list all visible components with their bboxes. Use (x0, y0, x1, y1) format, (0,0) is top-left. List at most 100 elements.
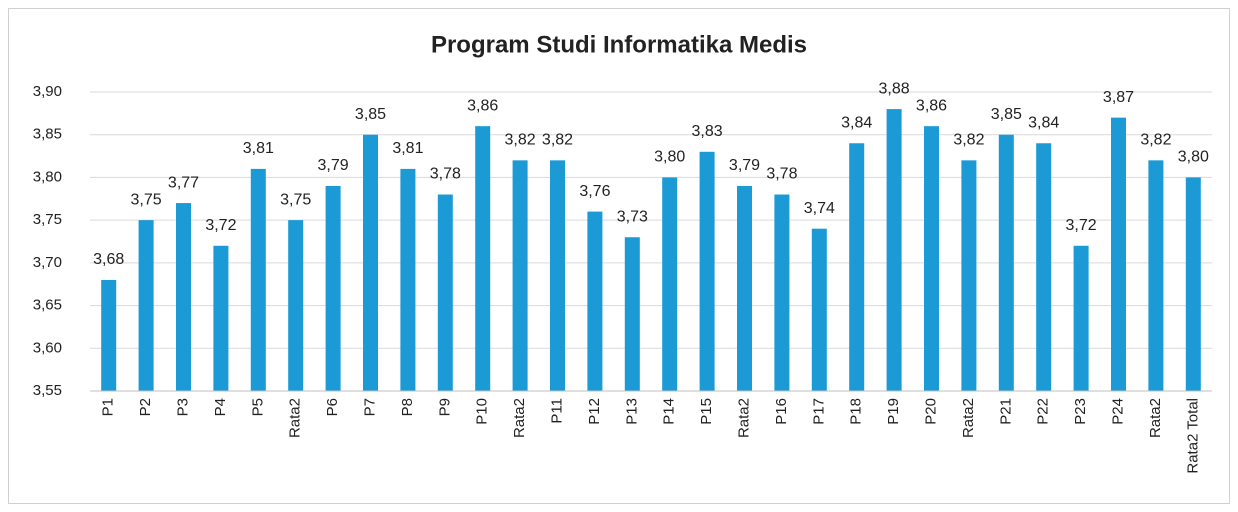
x-tick-label: P17 (810, 398, 827, 425)
x-tick-label: P21 (997, 398, 1014, 425)
x-tick-label: P16 (773, 398, 790, 425)
bar (250, 168, 266, 391)
y-tick-label: 3,65 (33, 297, 62, 314)
bar (811, 228, 827, 391)
bar (213, 245, 229, 391)
data-label: 3,79 (318, 157, 349, 174)
bar (1036, 143, 1052, 391)
data-label: 3,75 (280, 191, 311, 208)
x-tick-label: P7 (361, 398, 378, 416)
data-label: 3,86 (467, 97, 498, 114)
data-label: 3,77 (168, 174, 199, 191)
data-label: 3,80 (1178, 149, 1209, 166)
x-tick-label: Rata2 (960, 398, 977, 438)
x-tick-label: P1 (100, 398, 117, 416)
bar (699, 151, 715, 391)
x-tick-label: Rata2 Total (1184, 398, 1201, 474)
y-tick-label: 3,85 (33, 126, 62, 143)
bar (1111, 117, 1126, 391)
data-label: 3,73 (617, 208, 648, 225)
bar (176, 203, 191, 391)
data-label: 3,82 (1140, 132, 1171, 149)
data-label: 3,76 (579, 183, 610, 200)
x-tick-label: Rata2 (1147, 398, 1164, 438)
x-tick-label: P11 (548, 398, 565, 424)
data-label: 3,83 (692, 123, 723, 140)
data-label: 3,78 (766, 166, 797, 183)
y-tick-label: 3,75 (33, 211, 62, 228)
data-label: 3,79 (729, 157, 760, 174)
bar (998, 134, 1014, 391)
data-label: 3,85 (991, 106, 1022, 123)
x-tick-label: Rata2 (735, 398, 752, 438)
bar (924, 126, 939, 392)
y-tick-label: 3,60 (33, 339, 62, 356)
data-label: 3,81 (392, 140, 423, 157)
y-tick-label: 3,55 (33, 382, 62, 399)
bar (961, 160, 977, 391)
bar (849, 143, 865, 391)
bar (624, 237, 640, 391)
x-tick-label: P20 (922, 398, 939, 425)
bar (1148, 160, 1164, 391)
x-tick-label: P10 (474, 398, 491, 425)
bar (101, 279, 117, 391)
bar (363, 134, 378, 391)
chart-frame (8, 8, 1230, 504)
bar (512, 160, 528, 391)
bar (138, 220, 154, 391)
x-tick-label: P14 (661, 398, 678, 425)
data-label: 3,74 (804, 200, 835, 217)
x-tick-label: P6 (324, 398, 341, 416)
data-label: 3,87 (1103, 89, 1134, 106)
bar (288, 220, 304, 391)
bar (737, 185, 752, 391)
x-tick-label: P8 (399, 398, 416, 416)
data-label: 3,81 (243, 140, 274, 157)
x-tick-label: P12 (586, 398, 603, 425)
data-label: 3,88 (879, 80, 910, 97)
x-tick-label: P15 (698, 398, 715, 425)
data-label: 3,82 (953, 132, 984, 149)
bar (475, 126, 491, 392)
x-tick-label: P22 (1035, 398, 1052, 425)
x-tick-label: P23 (1072, 398, 1089, 425)
data-label: 3,84 (841, 114, 872, 131)
bar (886, 109, 902, 391)
data-label: 3,86 (916, 97, 947, 114)
chart-title: Program Studi Informatika Medis (431, 31, 807, 58)
bar (437, 194, 453, 391)
data-label: 3,75 (131, 191, 162, 208)
x-tick-label: P13 (623, 398, 640, 425)
y-tick-label: 3,90 (33, 83, 62, 100)
x-tick-label: P18 (848, 398, 865, 425)
data-label: 3,72 (205, 217, 236, 234)
data-label: 3,82 (505, 132, 536, 149)
x-tick-label: P24 (1109, 398, 1126, 425)
bar (325, 185, 341, 391)
x-tick-label: P2 (137, 398, 154, 416)
x-tick-label: P19 (885, 398, 902, 425)
x-tick-label: P3 (174, 398, 191, 416)
x-tick-label: P5 (249, 398, 266, 416)
data-label: 3,84 (1028, 114, 1059, 131)
data-label: 3,68 (93, 251, 124, 268)
bar (774, 194, 790, 391)
x-tick-label: P9 (436, 398, 453, 416)
y-tick-label: 3,70 (33, 254, 62, 271)
bar (662, 177, 678, 391)
x-tick-label: Rata2 (511, 398, 528, 438)
data-label: 3,80 (654, 149, 685, 166)
x-tick-label: Rata2 (287, 398, 304, 438)
bar (1073, 245, 1089, 391)
y-tick-label: 3,80 (33, 168, 62, 185)
bar (587, 211, 603, 391)
data-label: 3,72 (1066, 217, 1097, 234)
bar (400, 168, 416, 391)
data-label: 3,85 (355, 106, 386, 123)
bar (550, 160, 565, 391)
x-tick-label: P4 (212, 398, 229, 416)
data-label: 3,78 (430, 166, 461, 183)
